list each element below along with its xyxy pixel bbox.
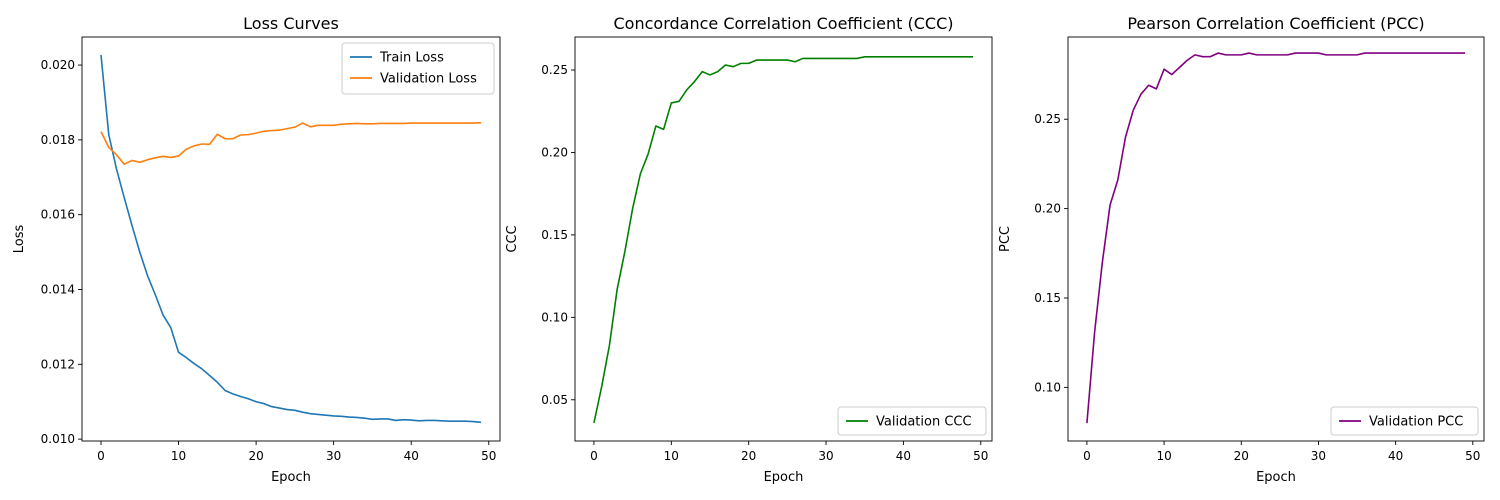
legend-label: Validation Loss	[380, 72, 477, 87]
x-tick-label: 50	[481, 449, 496, 463]
axes-frame	[1067, 36, 1485, 442]
y-tick-label: 0.014	[41, 283, 75, 297]
y-tick-label: 0.15	[541, 228, 568, 242]
legend: Validation CCC	[837, 406, 987, 436]
legend: Validation PCC	[1330, 406, 1479, 436]
axes-frame	[81, 36, 501, 442]
series-line-1	[1086, 52, 1466, 424]
x-tick-label: 0	[1083, 449, 1091, 463]
x-tick-label: 50	[973, 449, 988, 463]
x-tick-label: 30	[326, 449, 341, 463]
legend-label: Validation PCC	[1369, 415, 1463, 430]
y-tick-label: 0.020	[41, 58, 75, 72]
y-axis-label: Loss	[12, 225, 27, 254]
series-line-1	[100, 54, 482, 424]
chart-title: Loss Curves	[243, 14, 339, 33]
x-tick-label: 0	[590, 449, 598, 463]
chart-panel-2: 0 10 20 30 40 50 0.05 0.10 0.15 0.20 0.25 Concordan…	[505, 14, 993, 485]
series-line-2	[100, 121, 482, 165]
y-axis-label: PCC	[998, 226, 1013, 252]
x-tick-label: 30	[1311, 449, 1326, 463]
x-tick-label: 20	[1234, 449, 1249, 463]
x-tick-label: 10	[1156, 449, 1171, 463]
y-tick-label: 0.20	[1034, 202, 1061, 216]
y-tick-label: 0.012	[41, 357, 75, 371]
legend: Train Loss Validation Loss	[341, 42, 495, 95]
x-axis-label: Epoch	[271, 470, 311, 485]
x-tick-label: 30	[818, 449, 833, 463]
y-tick-label: 0.25	[541, 63, 568, 77]
y-tick-label: 0.016	[41, 208, 75, 222]
x-tick-label: 40	[404, 449, 419, 463]
x-tick-label: 10	[664, 449, 679, 463]
x-tick-label: 20	[741, 449, 756, 463]
legend-label: Train Loss	[379, 51, 444, 66]
y-tick-label: 0.25	[1034, 112, 1061, 126]
y-tick-label: 0.20	[541, 145, 568, 159]
chart-title: Pearson Correlation Coefficient (PCC)	[1127, 14, 1424, 33]
x-tick-label: 20	[248, 449, 263, 463]
y-tick-label: 0.010	[41, 432, 75, 446]
x-tick-label: 50	[1465, 449, 1480, 463]
x-axis-label: Epoch	[1256, 470, 1296, 485]
chart-panel-1: 0 10 20 30 40 50 0.010 0.012 0.014 0.016 0.018 0.02…	[12, 14, 501, 485]
y-tick-label: 0.10	[541, 310, 568, 324]
x-tick-label: 40	[1388, 449, 1403, 463]
legend-box	[341, 42, 495, 95]
x-tick-label: 40	[896, 449, 911, 463]
y-tick-label: 0.15	[1034, 291, 1061, 305]
series-line-1	[593, 55, 974, 424]
legend-label: Validation CCC	[876, 415, 972, 430]
x-tick-label: 10	[171, 449, 186, 463]
axes-frame	[574, 36, 993, 442]
y-tick-label: 0.018	[41, 133, 75, 147]
chart-panel-3: 0 10 20 30 40 50 0.10 0.15 0.20 0.25 Pearson Corre…	[998, 14, 1485, 485]
x-axis-label: Epoch	[764, 470, 804, 485]
chart-title: Concordance Correlation Coefficient (CCC…	[614, 14, 954, 33]
legend-box	[1330, 406, 1479, 436]
legend-box	[837, 406, 987, 436]
y-axis-label: CCC	[505, 225, 520, 252]
y-tick-label: 0.10	[1034, 380, 1061, 394]
y-tick-label: 0.05	[541, 393, 568, 407]
x-tick-label: 0	[97, 449, 105, 463]
